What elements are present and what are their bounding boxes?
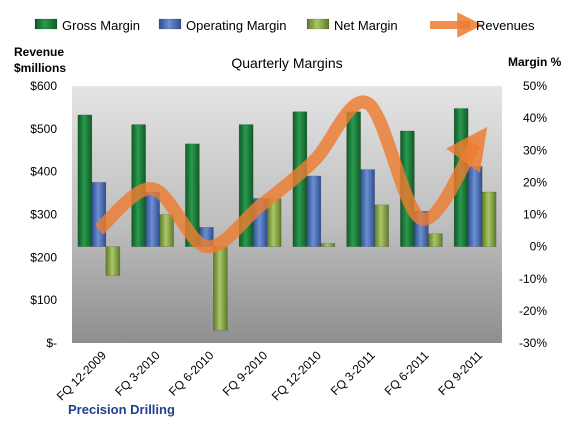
legend: Gross Margin Operating Margin Net Margin Re…	[34, 12, 535, 38]
legend-item: Gross Margin	[34, 18, 140, 33]
revenue-line	[94, 95, 488, 254]
legend-swatch	[306, 18, 330, 30]
legend-item: Net Margin	[306, 18, 398, 33]
right-tick-label: 40%	[523, 111, 547, 125]
left-tick-label: $100	[30, 293, 57, 307]
bar-operating-margin	[91, 182, 107, 247]
legend-label: Net Margin	[334, 18, 398, 33]
source-label: Precision Drilling	[68, 402, 175, 417]
bar-net-margin	[481, 191, 497, 247]
legend-label: Gross Margin	[62, 18, 140, 33]
right-tick-label: -10%	[519, 272, 547, 286]
right-tick-label: 50%	[523, 79, 547, 93]
bar-net-margin	[428, 233, 443, 247]
right-tick-label: 10%	[523, 208, 547, 222]
bar-net-margin	[105, 246, 121, 276]
legend-swatch	[34, 18, 58, 30]
bar-net-margin	[159, 214, 174, 247]
right-axis-title: Margin %	[508, 55, 562, 69]
revenue-line-layer	[94, 95, 488, 254]
left-tick-label: $400	[30, 165, 57, 179]
left-tick-label: $-	[46, 336, 57, 350]
bar-net-margin	[320, 243, 336, 247]
x-axis-ticks: FQ 12-2009 FQ 3-2010 FQ 6-2010 FQ 9-2010FQ …	[54, 348, 486, 403]
legend-label: Revenues	[476, 18, 535, 33]
left-tick-label: $500	[30, 122, 57, 136]
legend-item: Revenues	[430, 12, 535, 38]
legend-label: Operating Margin	[186, 18, 286, 33]
x-tick-label: FQ 12-2010	[269, 348, 324, 403]
right-axis-ticks: -30% -20% -10% 0% 10% 20% 30% 40% 50%	[519, 79, 547, 350]
bar-gross-margin	[77, 114, 93, 247]
right-tick-label: -30%	[519, 336, 547, 350]
x-tick-label: FQ 12-2009	[54, 348, 109, 403]
left-axis-ticks: $- $100 $200 $300 $400 $500 $600	[30, 79, 57, 350]
legend-swatch	[158, 18, 182, 30]
bar-operating-margin	[360, 169, 375, 247]
x-tick-label: FQ 6-2011	[382, 348, 432, 398]
chart-title: Quarterly Margins	[231, 55, 342, 71]
bar-operating-margin	[467, 166, 483, 247]
left-tick-label: $200	[30, 250, 57, 264]
right-tick-label: 0%	[530, 240, 548, 254]
left-tick-label: $300	[30, 208, 57, 222]
bar-operating-margin	[145, 191, 160, 247]
x-tick-label: FQ 3-2010	[112, 348, 163, 399]
right-tick-label: 30%	[523, 143, 547, 157]
left-tick-label: $600	[30, 79, 57, 93]
x-tick-label: FQ 9-2011	[435, 348, 485, 398]
x-tick-label: FQ 6-2010	[166, 348, 217, 399]
bar-gross-margin	[346, 111, 361, 247]
bar-net-margin	[374, 204, 389, 247]
left-axis-title-line1: Revenue	[14, 45, 64, 59]
left-axis-title-line2: $millions	[14, 61, 66, 75]
legend-item: Operating Margin	[158, 18, 286, 33]
right-tick-label: 20%	[523, 175, 547, 189]
bar-operating-margin	[306, 175, 322, 247]
x-tick-label: FQ 9-2010	[220, 348, 271, 399]
right-tick-label: -20%	[519, 304, 547, 318]
bar-net-margin	[213, 246, 228, 331]
x-tick-label: FQ 3-2011	[328, 348, 378, 398]
